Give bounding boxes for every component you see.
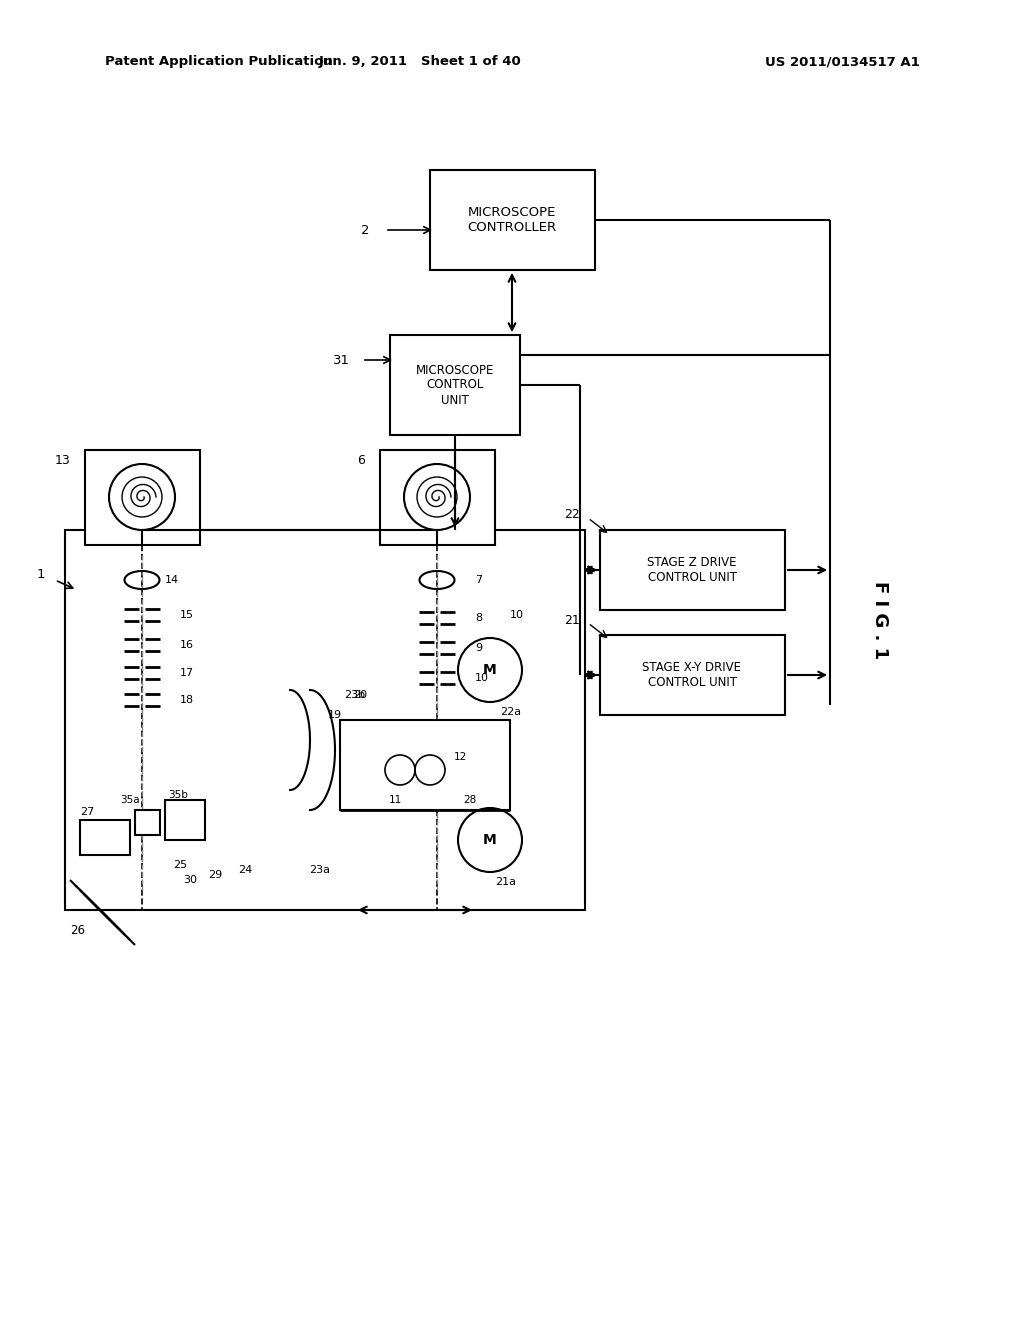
Text: MICROSCOPE
CONTROLLER: MICROSCOPE CONTROLLER: [467, 206, 557, 234]
Text: 13: 13: [54, 454, 70, 466]
Bar: [380, 450, 495, 545]
Text: 10: 10: [510, 610, 524, 620]
Text: 16: 16: [180, 640, 194, 649]
Bar: [135, 810, 160, 836]
Text: 22a: 22a: [500, 708, 521, 717]
Text: 11: 11: [388, 795, 401, 805]
Bar: [85, 450, 200, 545]
Bar: [430, 170, 595, 271]
Bar: [600, 635, 785, 715]
Bar: [600, 531, 785, 610]
Text: 21a: 21a: [495, 876, 516, 887]
Text: 14: 14: [165, 576, 179, 585]
Text: Jun. 9, 2011   Sheet 1 of 40: Jun. 9, 2011 Sheet 1 of 40: [318, 55, 521, 69]
Text: 26: 26: [70, 924, 85, 936]
Text: STAGE Z DRIVE
CONTROL UNIT: STAGE Z DRIVE CONTROL UNIT: [647, 556, 736, 583]
Text: 19: 19: [328, 710, 342, 719]
Text: 28: 28: [464, 795, 476, 805]
Text: 23a: 23a: [309, 865, 331, 875]
Text: 22: 22: [564, 508, 580, 521]
Bar: [340, 719, 510, 810]
Text: STAGE X-Y DRIVE
CONTROL UNIT: STAGE X-Y DRIVE CONTROL UNIT: [642, 661, 741, 689]
Text: 9: 9: [475, 643, 482, 653]
Text: 24: 24: [238, 865, 252, 875]
Text: 25: 25: [173, 861, 187, 870]
Text: 1: 1: [37, 569, 45, 582]
Text: 31: 31: [333, 354, 350, 367]
Bar: [65, 531, 585, 909]
Text: Patent Application Publication: Patent Application Publication: [105, 55, 333, 69]
Bar: [165, 800, 205, 840]
Text: 35b: 35b: [168, 789, 188, 800]
Text: 8: 8: [475, 612, 482, 623]
Text: 23b: 23b: [344, 690, 366, 700]
Text: M: M: [483, 663, 497, 677]
Text: M: M: [483, 833, 497, 847]
Text: 17: 17: [180, 668, 195, 678]
Text: 12: 12: [454, 752, 467, 762]
Bar: [390, 335, 520, 436]
Text: 10: 10: [475, 673, 489, 682]
Text: 21: 21: [564, 614, 580, 627]
Text: MICROSCOPE
CONTROL
UNIT: MICROSCOPE CONTROL UNIT: [416, 363, 495, 407]
Text: F I G . 1: F I G . 1: [871, 581, 889, 659]
Text: 35a: 35a: [120, 795, 140, 805]
Text: 6: 6: [357, 454, 365, 466]
Text: 15: 15: [180, 610, 194, 620]
Bar: [80, 820, 130, 855]
Text: US 2011/0134517 A1: US 2011/0134517 A1: [765, 55, 920, 69]
Text: 7: 7: [475, 576, 482, 585]
Text: 30: 30: [183, 875, 197, 884]
Text: 2: 2: [361, 223, 370, 236]
Text: 27: 27: [80, 807, 94, 817]
Text: 20: 20: [353, 690, 367, 700]
Text: 18: 18: [180, 696, 195, 705]
Text: 29: 29: [208, 870, 222, 880]
